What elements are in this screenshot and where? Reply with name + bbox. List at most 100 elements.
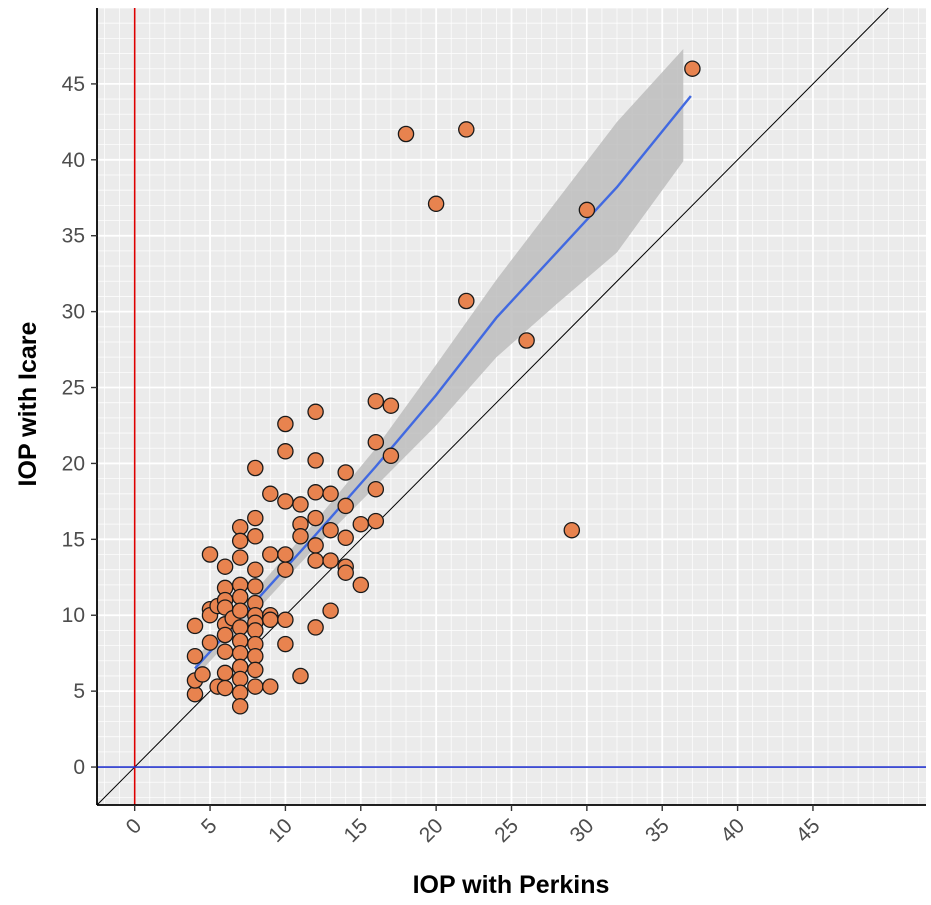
data-point	[262, 485, 279, 503]
data-point	[367, 512, 385, 530]
data-point	[231, 644, 249, 662]
fit-line-layer	[194, 95, 692, 670]
data-point	[322, 485, 339, 503]
data-point	[427, 195, 445, 213]
data-point	[186, 647, 204, 665]
data-point	[216, 558, 234, 575]
data-point	[292, 528, 309, 545]
data-point	[216, 643, 234, 660]
x-tick-label: 10	[264, 814, 297, 847]
data-point	[322, 552, 339, 569]
x-tick-label: 0	[122, 814, 147, 839]
data-point	[382, 447, 400, 465]
data-points	[186, 60, 701, 715]
x-tick-label: 25	[490, 814, 523, 847]
data-point	[216, 626, 234, 644]
data-point	[322, 521, 339, 539]
regression-line	[194, 95, 692, 670]
data-point	[231, 532, 249, 550]
data-point	[307, 619, 324, 636]
x-axis-title: IOP with Perkins	[413, 871, 610, 899]
data-point	[337, 464, 354, 481]
data-point	[231, 518, 249, 536]
y-tick-label: 0	[73, 756, 85, 779]
data-point	[231, 619, 249, 636]
data-point	[186, 685, 204, 703]
data-point	[247, 528, 264, 545]
y-tick-label: 10	[62, 604, 85, 627]
data-point	[247, 647, 264, 665]
x-tick-label: 40	[716, 814, 749, 847]
data-point	[337, 497, 354, 515]
data-point	[231, 549, 249, 566]
data-point	[563, 521, 581, 539]
data-point	[337, 529, 354, 547]
data-point	[307, 537, 324, 554]
data-point	[201, 634, 219, 651]
x-tick-label: 5	[197, 814, 222, 839]
data-point	[201, 546, 219, 563]
x-tick-label: 45	[792, 814, 825, 847]
x-axis-ticks: 0 5 10 15 20 25 30 35 40 45	[122, 805, 825, 847]
data-point	[277, 561, 294, 578]
y-tick-label: 25	[62, 377, 85, 400]
y-tick-label: 35	[62, 225, 85, 248]
data-point	[194, 666, 211, 683]
data-point	[186, 617, 204, 635]
y-axis-ticks: 0 5 10 15 20 25 30 35 40 45	[62, 73, 97, 779]
data-point	[307, 552, 324, 569]
data-point	[247, 509, 264, 527]
data-point	[307, 452, 324, 469]
x-tick-label: 35	[641, 814, 674, 847]
data-point	[231, 602, 249, 619]
y-tick-label: 5	[73, 680, 85, 703]
data-point	[262, 678, 279, 695]
data-point	[307, 509, 324, 527]
data-point	[352, 515, 370, 533]
y-tick-label: 15	[62, 528, 85, 551]
data-point	[367, 433, 385, 451]
y-tick-label: 30	[62, 301, 85, 324]
data-point	[231, 698, 249, 715]
data-point	[277, 611, 294, 629]
data-point	[262, 611, 279, 629]
data-point	[247, 661, 264, 679]
data-point	[578, 201, 596, 219]
x-tick-label: 30	[566, 814, 599, 847]
y-axis-title: IOP with Icare	[14, 321, 42, 486]
data-point	[277, 546, 294, 563]
data-point	[458, 121, 475, 138]
x-tick-label: 20	[415, 814, 448, 847]
data-point	[231, 670, 249, 688]
data-point	[292, 496, 309, 513]
data-point	[307, 484, 324, 501]
data-point	[337, 564, 354, 581]
data-point	[216, 664, 234, 682]
x-tick-label: 15	[340, 814, 373, 847]
y-tick-label: 40	[62, 149, 85, 172]
data-point	[397, 125, 415, 143]
data-point	[367, 480, 385, 498]
data-point	[247, 459, 264, 477]
data-point	[382, 397, 400, 414]
data-point	[352, 576, 370, 594]
data-point	[247, 622, 264, 639]
data-point	[292, 667, 309, 685]
data-point	[277, 443, 294, 460]
data-point	[277, 493, 294, 510]
y-tick-label: 45	[62, 73, 85, 96]
data-point	[247, 578, 264, 595]
data-point	[262, 546, 279, 563]
data-point	[216, 679, 234, 697]
data-point	[518, 332, 535, 349]
y-tick-label: 20	[62, 452, 85, 475]
data-point	[458, 292, 475, 310]
data-point	[322, 602, 339, 619]
data-point	[247, 561, 264, 578]
data-point	[277, 415, 294, 433]
data-point	[231, 588, 249, 606]
data-point	[247, 678, 264, 695]
data-point	[367, 392, 385, 410]
data-point	[231, 684, 249, 701]
